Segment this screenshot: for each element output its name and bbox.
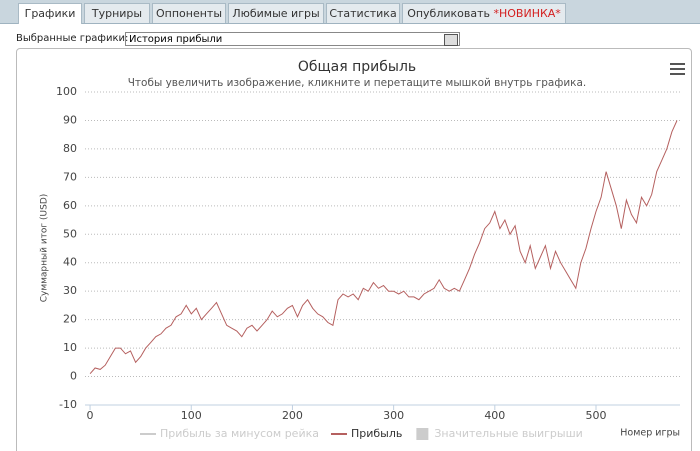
y-tick-label: 10 <box>63 341 77 354</box>
y-tick-label: 0 <box>70 370 77 383</box>
tab[interactable]: Любимые игры <box>228 3 324 23</box>
selector-label: Выбранные графики: <box>16 33 129 44</box>
legend-label[interactable]: Прибыль за минусом рейка <box>160 427 319 440</box>
x-tick-label: 400 <box>484 409 505 422</box>
y-tick-label: 60 <box>63 199 77 212</box>
y-tick-label: -10 <box>59 398 77 411</box>
chart-panel <box>16 48 692 451</box>
tab-label: Статистика <box>329 7 397 20</box>
y-tick-label: 80 <box>63 142 77 155</box>
y-axis-label: Суммарный итог (USD) <box>40 194 50 303</box>
y-tick-label: 50 <box>63 227 77 240</box>
tab-label: Опубликовать <box>407 7 490 20</box>
legend-label[interactable]: Значительные выигрыши <box>434 427 582 440</box>
legend-label[interactable]: Прибыль <box>351 427 402 440</box>
tab-badge: *НОВИНКА* <box>493 7 561 20</box>
tab[interactable]: Оппоненты <box>152 3 226 23</box>
y-tick-label: 100 <box>56 85 77 98</box>
dropdown-button[interactable] <box>444 34 458 46</box>
chart-subtitle: Чтобы увеличить изображение, кликните и … <box>128 77 587 89</box>
selector[interactable]: История прибыли <box>125 32 460 46</box>
tab-label: Оппоненты <box>155 7 223 20</box>
selector-value: История прибыли <box>129 34 223 45</box>
legend-symbol <box>416 428 429 440</box>
y-tick-label: 70 <box>63 170 77 183</box>
tab[interactable]: Турниры <box>84 3 150 23</box>
y-tick-label: 20 <box>63 313 77 326</box>
tab[interactable]: Статистика <box>326 3 400 23</box>
x-tick-label: 0 <box>87 409 94 422</box>
y-tick-label: 90 <box>63 113 77 126</box>
x-tick-label: 500 <box>586 409 607 422</box>
y-tick-label: 30 <box>63 284 77 297</box>
tab[interactable]: Графики <box>18 3 82 24</box>
tab-label: Турниры <box>91 7 143 20</box>
tab[interactable]: Опубликовать *НОВИНКА* <box>402 3 566 23</box>
x-tick-label: 100 <box>181 409 202 422</box>
x-tick-label: 300 <box>383 409 404 422</box>
y-tick-label: 40 <box>63 256 77 269</box>
tab-label: Графики <box>24 7 76 20</box>
x-axis-label: Номер игры <box>620 428 680 439</box>
tab-label: Любимые игры <box>232 7 320 20</box>
data-line <box>89 120 678 375</box>
tab-bar: Графики Турниры Оппоненты Любимые игры Стати… <box>0 0 700 24</box>
chart-title: Общая прибыль <box>298 59 416 75</box>
menu-icon[interactable] <box>670 63 685 75</box>
x-tick-label: 200 <box>282 409 303 422</box>
